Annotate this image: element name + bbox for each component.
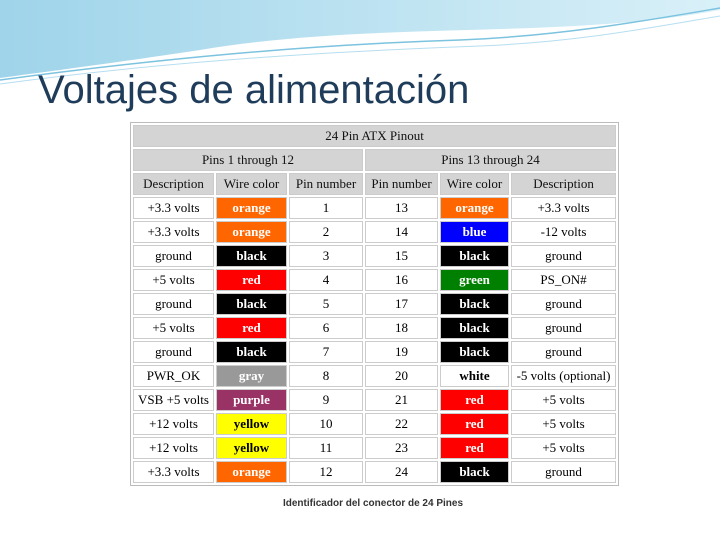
pin-number: 23 — [365, 437, 438, 459]
table-row: PWR_OK gray 8 20 white -5 volts (optional) — [133, 365, 617, 387]
wire-color: black — [216, 341, 287, 363]
pin-number: 19 — [365, 341, 438, 363]
wire-color: orange — [216, 197, 287, 219]
description: -12 volts — [511, 221, 617, 243]
wire-color: black — [440, 293, 509, 315]
description: +5 volts — [133, 317, 214, 339]
description: +3.3 volts — [511, 197, 617, 219]
pin-number: 7 — [289, 341, 363, 363]
slide-title: Voltajes de alimentación — [38, 68, 470, 112]
wire-color: gray — [216, 365, 287, 387]
pin-number: 11 — [289, 437, 363, 459]
group-header: Pins 13 through 24 — [365, 149, 617, 171]
wire-color: black — [216, 245, 287, 267]
column-header: Description — [511, 173, 617, 195]
wire-color: purple — [216, 389, 287, 411]
description: ground — [511, 341, 617, 363]
wire-color: black — [440, 461, 509, 483]
pin-number: 17 — [365, 293, 438, 315]
pin-number: 12 — [289, 461, 363, 483]
description: +5 volts — [511, 413, 617, 435]
wire-color: yellow — [216, 413, 287, 435]
caption: Identificador del conector de 24 Pines — [282, 498, 464, 509]
column-header: Pin number — [289, 173, 363, 195]
pin-number: 21 — [365, 389, 438, 411]
pin-number: 13 — [365, 197, 438, 219]
wire-color: orange — [440, 197, 509, 219]
wire-color: green — [440, 269, 509, 291]
description: +12 volts — [133, 413, 214, 435]
pin-number: 20 — [365, 365, 438, 387]
pin-number: 4 — [289, 269, 363, 291]
table-row: +5 volts red 4 16 green PS_ON# — [133, 269, 617, 291]
wire-color: red — [440, 437, 509, 459]
description: +3.3 volts — [133, 461, 214, 483]
column-header: Wire color — [216, 173, 287, 195]
wire-color: black — [440, 245, 509, 267]
description: ground — [511, 461, 617, 483]
description: -5 volts (optional) — [511, 365, 617, 387]
description: ground — [133, 341, 214, 363]
wire-color: red — [216, 317, 287, 339]
wire-color: orange — [216, 221, 287, 243]
pin-number: 10 — [289, 413, 363, 435]
pinout-table: 24 Pin ATX Pinout Pins 1 through 12 Pins … — [130, 122, 620, 486]
description: +5 volts — [511, 437, 617, 459]
description: ground — [133, 293, 214, 315]
description: +3.3 volts — [133, 197, 214, 219]
pin-number: 5 — [289, 293, 363, 315]
wire-color: black — [440, 341, 509, 363]
pin-number: 8 — [289, 365, 363, 387]
table-row: +3.3 volts orange 2 14 blue -12 volts — [133, 221, 617, 243]
pin-number: 18 — [365, 317, 438, 339]
wire-color: yellow — [216, 437, 287, 459]
pin-number: 9 — [289, 389, 363, 411]
description: ground — [511, 293, 617, 315]
wire-color: black — [216, 293, 287, 315]
pin-number: 2 — [289, 221, 363, 243]
table-row: +3.3 volts orange 12 24 black ground — [133, 461, 617, 483]
column-header: Description — [133, 173, 214, 195]
table-row: ground black 3 15 black ground — [133, 245, 617, 267]
table-row: VSB +5 volts purple 9 21 red +5 volts — [133, 389, 617, 411]
description: VSB +5 volts — [133, 389, 214, 411]
wire-color: blue — [440, 221, 509, 243]
pin-number: 14 — [365, 221, 438, 243]
description: ground — [133, 245, 214, 267]
table-row: ground black 7 19 black ground — [133, 341, 617, 363]
table-title: 24 Pin ATX Pinout — [133, 125, 617, 147]
pin-number: 3 — [289, 245, 363, 267]
description: ground — [511, 245, 617, 267]
table-row: +3.3 volts orange 1 13 orange +3.3 volts — [133, 197, 617, 219]
table-row: ground black 5 17 black ground — [133, 293, 617, 315]
group-header: Pins 1 through 12 — [133, 149, 363, 171]
table-row: +12 volts yellow 11 23 red +5 volts — [133, 437, 617, 459]
pin-number: 24 — [365, 461, 438, 483]
pin-number: 15 — [365, 245, 438, 267]
pin-number: 16 — [365, 269, 438, 291]
wire-color: red — [216, 269, 287, 291]
description: +3.3 volts — [133, 221, 214, 243]
pin-number: 6 — [289, 317, 363, 339]
description: +5 volts — [133, 269, 214, 291]
wire-color: white — [440, 365, 509, 387]
column-header: Wire color — [440, 173, 509, 195]
wire-color: orange — [216, 461, 287, 483]
table-row: +5 volts red 6 18 black ground — [133, 317, 617, 339]
header-decoration — [0, 0, 720, 85]
description: +12 volts — [133, 437, 214, 459]
column-header: Pin number — [365, 173, 438, 195]
description: +5 volts — [511, 389, 617, 411]
wire-color: red — [440, 389, 509, 411]
wire-color: black — [440, 317, 509, 339]
pin-number: 22 — [365, 413, 438, 435]
description: ground — [511, 317, 617, 339]
table-row: +12 volts yellow 10 22 red +5 volts — [133, 413, 617, 435]
wire-color: red — [440, 413, 509, 435]
description: PS_ON# — [511, 269, 617, 291]
pin-number: 1 — [289, 197, 363, 219]
description: PWR_OK — [133, 365, 214, 387]
